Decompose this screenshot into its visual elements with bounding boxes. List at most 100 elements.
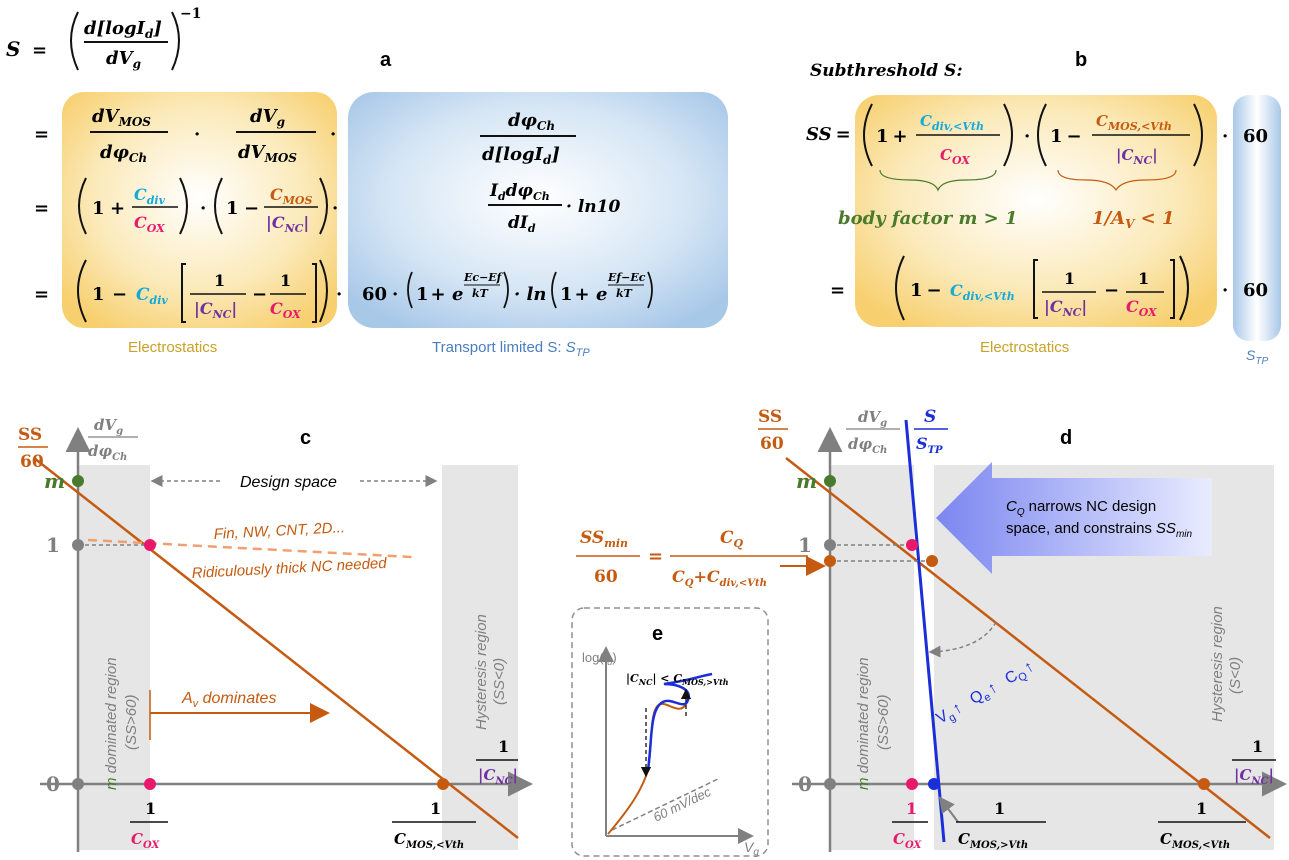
- svg-text:(SS>60): (SS>60): [123, 695, 140, 750]
- hysteresis-label-d: Hysteresis region: [1209, 606, 1226, 722]
- cox-point-c: [144, 778, 156, 790]
- s-ratio-label: S: [924, 407, 936, 427]
- svg-text:1+: 1 +: [416, 284, 446, 305]
- svg-text:1: 1: [906, 799, 917, 818]
- cmos-point-c: [437, 778, 449, 790]
- eq-a-dlog-close: ]: [152, 18, 162, 39]
- svg-text:·: ·: [330, 124, 336, 145]
- svg-text:dVg: dVg: [94, 416, 123, 437]
- svg-text:Subthreshold S:: Subthreshold S:: [810, 61, 963, 81]
- svg-text:dVg: dVg: [106, 48, 141, 71]
- cmos-lt-point-d: [1198, 778, 1210, 790]
- svg-text:·: ·: [1024, 126, 1030, 147]
- svg-text:60: 60: [594, 567, 618, 587]
- one-point-d: [824, 539, 836, 551]
- body-factor-label: body factor m > 1: [838, 208, 1018, 229]
- panel-label-a: a: [380, 49, 392, 71]
- eq-a-dvg-sub: g: [133, 57, 141, 71]
- svg-text:1−: 1−: [910, 280, 942, 301]
- svg-text:60: 60: [1243, 280, 1268, 301]
- svg-text:1: 1: [92, 198, 105, 219]
- hysteresis-label-c: Hysteresis region: [473, 614, 490, 730]
- ssmin-point-d: [824, 555, 836, 567]
- eq-a-dvg: dV: [106, 48, 135, 69]
- svg-text:1: 1: [498, 737, 509, 756]
- cq-intersect-d: [926, 555, 938, 567]
- svg-text:1: 1: [214, 271, 225, 290]
- m-point-d: [824, 475, 836, 487]
- panel-c: Design space Fin, NW, CNT, 2D... Ridicul…: [18, 416, 528, 852]
- svg-text:e: e: [452, 284, 463, 305]
- svg-text:60: 60: [1243, 126, 1268, 147]
- panel-label-b: b: [1075, 49, 1087, 71]
- electrostatics-label-a: Electrostatics: [128, 339, 217, 356]
- svg-text:e: e: [596, 284, 607, 305]
- design-space-label: Design space: [240, 474, 337, 491]
- tick-m-c: m: [44, 469, 65, 493]
- svg-text:·: ·: [392, 284, 398, 305]
- electrostatics-label-b: Electrostatics: [980, 339, 1069, 356]
- svg-text:(S<0): (S<0): [1227, 657, 1244, 694]
- svg-text:1: 1: [430, 799, 441, 818]
- svg-text:SS=: SS =: [806, 124, 851, 145]
- eq-a-lhs: S: [6, 37, 20, 61]
- svg-text:(SS>60): (SS>60): [875, 695, 892, 750]
- svg-text:=: =: [34, 124, 49, 145]
- panel-label-c: c: [300, 427, 311, 449]
- av-dominates-label: Av dominates: [181, 690, 276, 710]
- origin-point-d: [824, 778, 836, 790]
- cox-point-d: [906, 778, 918, 790]
- svg-text:(SS<0): (SS<0): [491, 658, 508, 705]
- m-region-label-c: m dominated region: [103, 657, 120, 790]
- svg-text:· ln10: · ln10: [566, 197, 620, 217]
- svg-text:−: −: [244, 198, 259, 219]
- svg-text:1+: 1 +: [560, 284, 590, 305]
- svg-text:1: 1: [226, 198, 239, 219]
- svg-text:dVg: dVg: [858, 408, 887, 429]
- svg-text:dφCh: dφCh: [88, 442, 127, 463]
- tick-0-c: 0: [46, 772, 60, 796]
- svg-text:=: =: [830, 280, 845, 301]
- svg-text:−: −: [1104, 280, 1119, 301]
- m-point-c: [72, 475, 84, 487]
- m-region-label-d: m dominated region: [855, 657, 872, 790]
- svg-text:60: 60: [20, 452, 44, 472]
- svg-text:d[logId]: d[logId]: [84, 18, 162, 41]
- cmos-gt-point-d: [928, 778, 940, 790]
- eq-a-equals: =: [32, 40, 47, 61]
- svg-text:1: 1: [145, 799, 156, 818]
- thick-note: Ridiculously thick NC needed: [191, 555, 387, 582]
- cox-intersect-d: [906, 539, 918, 551]
- svg-text:CQ: CQ: [720, 528, 744, 550]
- svg-text:·: ·: [332, 198, 338, 219]
- inset-condition: |CNC| < CMOS,>Vth: [626, 672, 729, 687]
- equation-a-definition: S = d[logId] dVg −1: [6, 6, 201, 71]
- tick-0-d: 0: [798, 772, 812, 796]
- svg-text:1: 1: [92, 284, 105, 305]
- svg-text:·: ·: [194, 124, 200, 145]
- svg-text:SS: SS: [18, 425, 42, 445]
- svg-text:SSmin: SSmin: [580, 528, 628, 550]
- svg-text:Ec−Ef: Ec−Ef: [463, 271, 504, 284]
- one-point-c: [72, 539, 84, 551]
- svg-text:1: 1: [1252, 737, 1263, 756]
- svg-text:60: 60: [362, 284, 387, 305]
- svg-text:· ln: · ln: [514, 284, 546, 305]
- svg-text:·: ·: [200, 198, 206, 219]
- svg-text:=: =: [648, 546, 663, 567]
- tick-m-d: m: [796, 469, 817, 493]
- m-dominated-region-d: [830, 465, 914, 850]
- fin-note: Fin, NW, CNT, 2D...: [213, 519, 345, 543]
- svg-text:−: −: [112, 284, 127, 305]
- svg-text:−: −: [252, 284, 267, 305]
- panel-label-e: e: [652, 623, 663, 645]
- origin-point-c: [72, 778, 84, 790]
- svg-text:·: ·: [1222, 126, 1228, 147]
- inset-xlabel: Vg: [744, 839, 759, 858]
- stp-label-b: STP: [1246, 347, 1268, 367]
- svg-text:1: 1: [280, 271, 291, 290]
- svg-text:CQ+Cdiv,<Vth: CQ+Cdiv,<Vth: [672, 567, 767, 589]
- slope-label: 60 mV/dec: [651, 784, 714, 825]
- inset-frame: [572, 608, 768, 856]
